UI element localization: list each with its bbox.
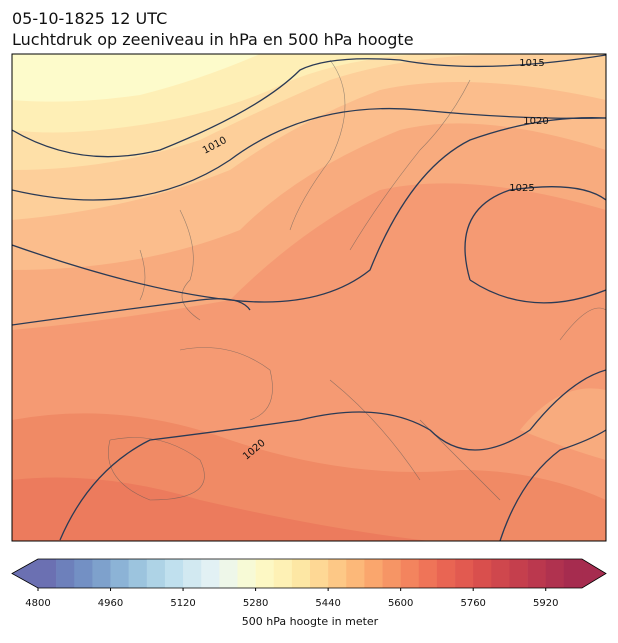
- colorbar-label: 500 hPa hoogte in meter: [242, 615, 379, 628]
- colorbar-block: [527, 559, 547, 588]
- colorbar: 4800 4960 5120 5280 5440 5600 5760 5920 500 hPa …: [11, 558, 607, 628]
- colorbar-block: [146, 559, 166, 588]
- colorbar-tick-label: 5120: [170, 598, 195, 609]
- colorbar-block: [74, 559, 93, 588]
- colorbar-block: [346, 559, 365, 588]
- colorbar-outline: [11, 558, 607, 589]
- colorbar-block: [310, 559, 329, 588]
- colorbar-block: [563, 559, 583, 588]
- colorbar-block: [38, 559, 57, 588]
- colorbar-block: [237, 559, 256, 588]
- colorbar-block: [201, 559, 220, 588]
- colorbar-block: [128, 559, 148, 588]
- colorbar-block: [56, 559, 75, 588]
- colorbar-block: [164, 559, 184, 588]
- colorbar-block: [291, 559, 311, 588]
- title: 05-10-1825 12 UTC: [12, 9, 167, 28]
- colorbar-block: [364, 559, 383, 588]
- isobar-label: 1015: [519, 58, 544, 69]
- map-frame: [11, 53, 607, 542]
- colorbar-block: [219, 559, 238, 588]
- colorbar-block: [255, 559, 275, 588]
- colorbar-tick-label: 5600: [388, 598, 413, 609]
- colorbar-block: [455, 559, 474, 588]
- colorbar-tick-label: 5920: [533, 598, 558, 609]
- colorbar-block: [92, 559, 111, 588]
- colorbar-block: [273, 559, 293, 588]
- colorbar-block: [382, 559, 401, 588]
- colorbar-extend: [582, 559, 606, 588]
- colorbar-tick-label: 5440: [315, 598, 340, 609]
- colorbar-block: [418, 559, 438, 588]
- colorbar-block: [491, 559, 510, 588]
- colorbar-block: [509, 559, 528, 588]
- colorbar-tick-label: 5760: [460, 598, 485, 609]
- colorbar-block: [473, 559, 492, 588]
- colorbar-block: [545, 559, 565, 588]
- isobar-label: 1025: [509, 183, 534, 194]
- colorbar-block: [400, 559, 420, 588]
- subtitle: Luchtdruk op zeeniveau in hPa en 500 hPa…: [12, 30, 414, 49]
- colorbar-tick-label: 5280: [243, 598, 268, 609]
- colorbar-block: [436, 559, 456, 588]
- colorbar-tick-label: 4960: [98, 598, 123, 609]
- colorbar-block: [110, 559, 129, 588]
- colorbar-extend: [12, 559, 38, 588]
- colorbar-tick-label: 4800: [25, 598, 50, 609]
- isobar-label: 1020: [523, 116, 548, 127]
- colorbar-block: [183, 559, 202, 588]
- map: [12, 54, 606, 541]
- colorbar-block: [328, 559, 347, 588]
